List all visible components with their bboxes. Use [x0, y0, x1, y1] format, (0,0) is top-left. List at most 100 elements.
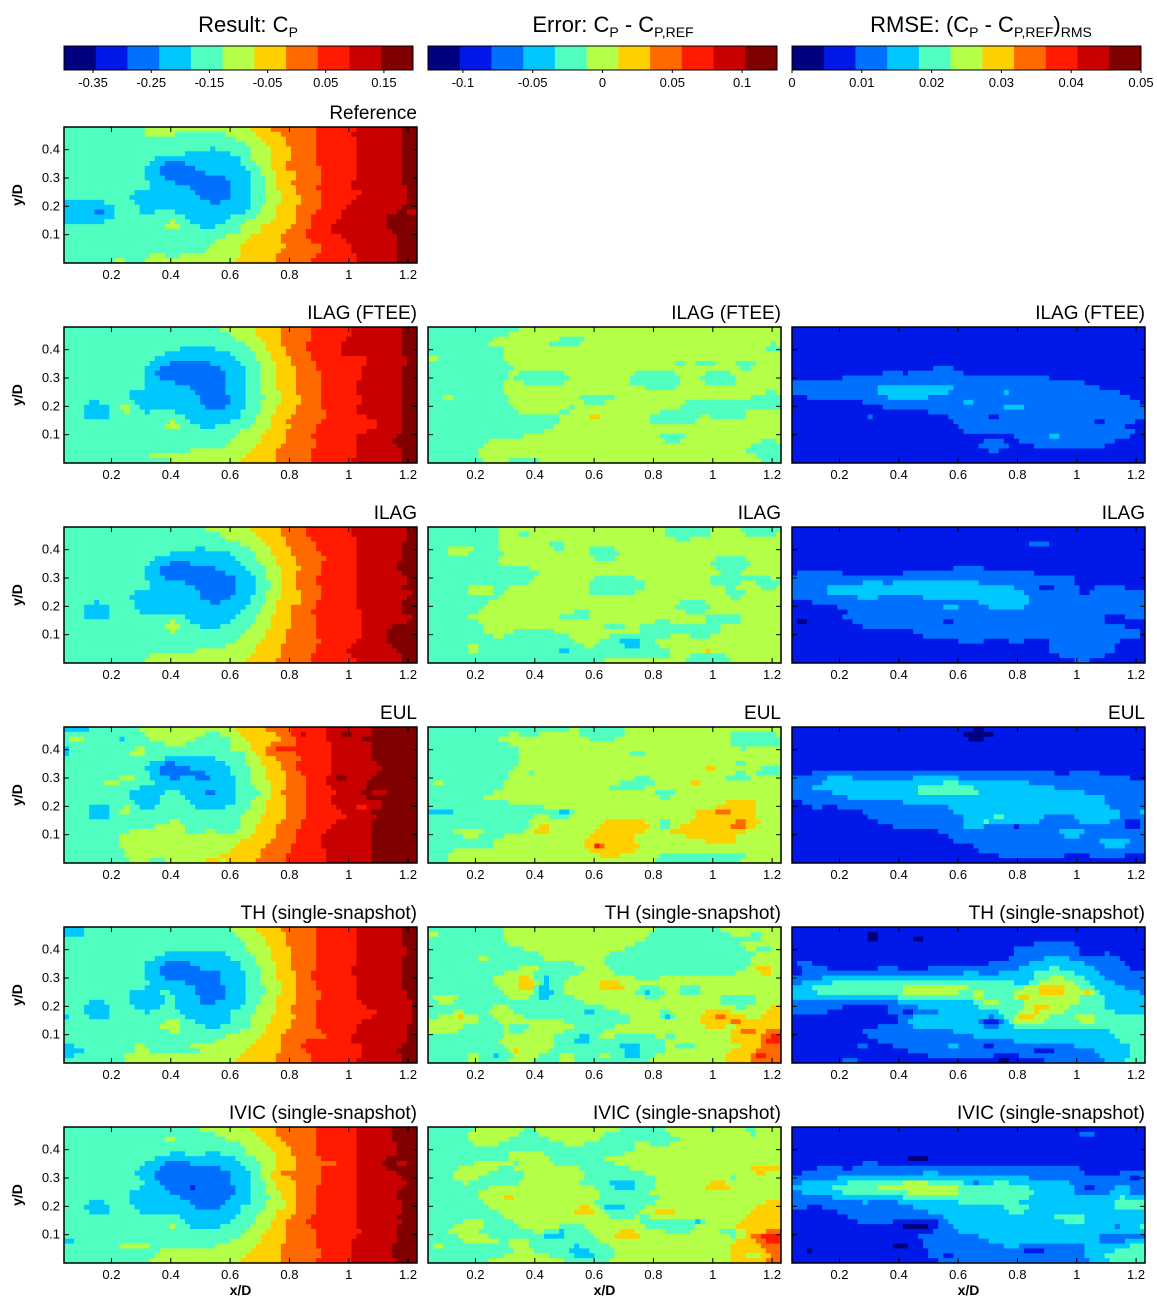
- field-cell: [179, 258, 186, 263]
- field-cell: [503, 327, 510, 333]
- colorbar-tick-label: 0.1: [733, 75, 751, 90]
- field-cell: [306, 361, 312, 367]
- field-cell: [79, 419, 85, 425]
- field-cell: [705, 365, 711, 372]
- field-cell: [79, 409, 85, 416]
- field-cell: [179, 229, 186, 235]
- field-cell: [159, 214, 166, 220]
- field-cell: [351, 385, 358, 391]
- field-cell: [331, 204, 337, 211]
- field-cell: [316, 243, 322, 250]
- field-cell: [144, 136, 151, 143]
- field-cell: [94, 429, 100, 435]
- field-cell: [74, 458, 80, 463]
- field-cell: [104, 151, 110, 157]
- field-cell: [406, 151, 413, 157]
- field-cell: [74, 385, 80, 391]
- field-cell: [295, 356, 302, 362]
- field-cell: [549, 380, 555, 386]
- field-cell: [119, 170, 126, 177]
- field-cell: [316, 165, 322, 172]
- field-cell: [700, 375, 706, 382]
- field-cell: [376, 429, 383, 435]
- field-cell: [154, 443, 161, 450]
- field-cell: [139, 127, 146, 133]
- field-cell: [270, 185, 277, 191]
- colorbar-tick-label: -0.35: [78, 75, 108, 90]
- field-cell: [285, 399, 292, 406]
- field-cell: [321, 146, 327, 152]
- field-cell: [94, 361, 100, 367]
- field-cell: [99, 224, 105, 230]
- field-cell: [164, 127, 171, 133]
- field-cell: [114, 399, 121, 406]
- field-cell: [144, 341, 151, 348]
- field-cell: [215, 433, 221, 440]
- field-cell: [351, 443, 358, 450]
- field-cell: [705, 356, 711, 362]
- field-cell: [311, 238, 317, 245]
- field-cell: [665, 365, 671, 372]
- field-cell: [280, 390, 287, 396]
- field-cell: [185, 443, 191, 450]
- field-cell: [366, 414, 373, 420]
- field-cell: [220, 433, 226, 440]
- field-cell: [195, 233, 201, 240]
- field-cell: [114, 199, 121, 206]
- field-cell: [285, 238, 292, 245]
- field-cell: [285, 131, 292, 138]
- field-cell: [765, 365, 772, 372]
- field-cell: [210, 331, 216, 338]
- field-cell: [94, 204, 100, 211]
- field-cell: [265, 219, 272, 225]
- field-cell: [99, 429, 105, 435]
- field-cell: [154, 180, 161, 186]
- field-cell: [74, 195, 80, 201]
- field-cell: [614, 327, 621, 333]
- field-cell: [179, 356, 186, 362]
- field-cell: [775, 341, 781, 348]
- field-cell: [331, 146, 337, 152]
- field-cell: [331, 361, 337, 367]
- field-cell: [114, 448, 121, 454]
- field-cell: [396, 380, 403, 386]
- field-cell: [154, 399, 161, 406]
- field-cell: [750, 365, 757, 372]
- field-cell: [190, 219, 196, 225]
- field-cell: [275, 199, 282, 206]
- field-cell: [690, 385, 696, 391]
- field-cell: [290, 224, 297, 230]
- field-cell: [149, 331, 156, 338]
- field-cell: [129, 390, 136, 396]
- field-cell: [569, 380, 575, 386]
- field-cell: [401, 341, 408, 348]
- field-cell: [230, 238, 237, 245]
- field-cell: [169, 380, 176, 386]
- field-cell: [200, 209, 206, 216]
- field-cell: [401, 180, 408, 186]
- field-cell: [270, 380, 277, 386]
- field-cell: [265, 258, 272, 263]
- field-cell: [195, 238, 201, 245]
- field-cell: [401, 438, 408, 445]
- field-cell: [99, 127, 105, 133]
- field-cell: [735, 327, 742, 333]
- field-cell: [493, 380, 500, 386]
- field-cell: [765, 327, 772, 333]
- field-cell: [371, 180, 378, 186]
- field-cell: [99, 390, 105, 396]
- field-cell: [215, 419, 221, 425]
- field-cell: [518, 385, 525, 391]
- field-cell: [240, 190, 247, 196]
- field-cell: [245, 443, 252, 450]
- field-cell: [119, 375, 126, 382]
- field-cell: [321, 204, 327, 211]
- field-cell: [270, 429, 277, 435]
- field-cell: [139, 419, 146, 425]
- field-cell: [225, 385, 232, 391]
- field-cell: [139, 136, 146, 143]
- field-cell: [169, 248, 176, 254]
- field-cell: [64, 214, 70, 220]
- field-cell: [154, 209, 161, 216]
- field-cell: [275, 399, 282, 406]
